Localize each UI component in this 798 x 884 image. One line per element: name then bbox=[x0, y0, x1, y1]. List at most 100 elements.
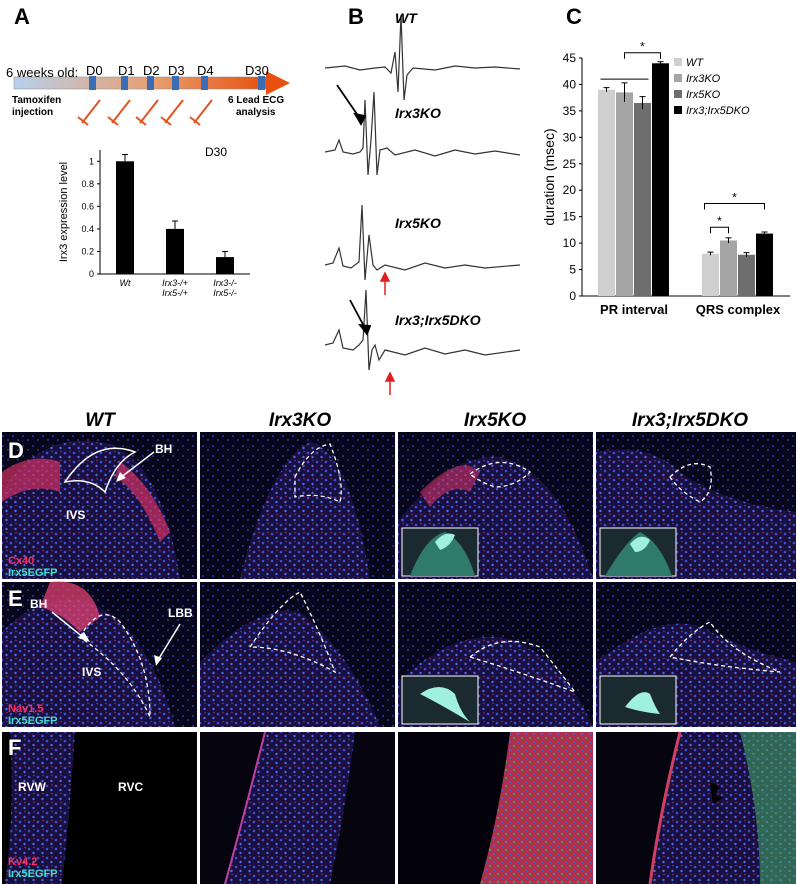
stain-label-irx5egfp-e: Irx5EGFP bbox=[8, 715, 58, 727]
bar bbox=[756, 233, 773, 296]
ecg-duration-chart: 0 5 10 15 20 25 30 35 40 45 duration (msec) PR inte… bbox=[541, 40, 790, 317]
category-label: Irx5-/+ bbox=[162, 288, 188, 298]
stain-label-cx40: Cx40 bbox=[8, 555, 35, 567]
white-arrow-icon bbox=[116, 451, 155, 482]
significance-bracket bbox=[624, 52, 661, 59]
day-marker bbox=[121, 76, 128, 90]
y-tick-label: 45 bbox=[563, 51, 577, 65]
bar bbox=[720, 240, 737, 296]
annotation-bh-e: BH bbox=[30, 597, 48, 611]
y-tick-label: 0 bbox=[569, 289, 576, 303]
category-label: Wt bbox=[120, 278, 131, 288]
stain-label-irx5egfp-f: Irx5EGFP bbox=[8, 868, 58, 880]
micrograph-grid bbox=[2, 432, 796, 884]
bar bbox=[616, 92, 633, 296]
black-arrow-icon-head bbox=[353, 112, 367, 126]
panel-label-c: C bbox=[566, 4, 582, 29]
y-tick-label: 0.4 bbox=[81, 224, 94, 234]
ecg-trace-irx5ko bbox=[325, 204, 521, 281]
irx3-expression-chart: 0 0.2 0.4 0.6 0.8 1 Irx3 expression level D30 Wt… bbox=[58, 145, 250, 298]
syringe-icons bbox=[77, 99, 213, 126]
y-tick-label: 0 bbox=[89, 269, 94, 279]
y-tick-label: 1 bbox=[89, 156, 94, 166]
injection-label-line1: Tamoxifen bbox=[12, 95, 62, 106]
significance-star: * bbox=[717, 214, 722, 228]
panel-label-a: A bbox=[14, 4, 30, 29]
syringe-icon bbox=[107, 99, 131, 126]
bar bbox=[216, 257, 234, 274]
annotation-bh-d: BH bbox=[155, 442, 173, 456]
day-label-d0: D0 bbox=[86, 63, 103, 78]
y-tick-label: 0.8 bbox=[81, 179, 94, 189]
category-label: Irx5-/- bbox=[213, 288, 237, 298]
legend-swatch bbox=[674, 90, 682, 98]
day-marker bbox=[201, 76, 208, 90]
column-title-irx5ko: Irx5KO bbox=[463, 410, 527, 431]
legend-label: Irx3;Irx5DKO bbox=[686, 105, 750, 117]
y-axis-label: duration (msec) bbox=[541, 128, 557, 225]
significance-star: * bbox=[732, 190, 737, 204]
category-label: Irx3-/+ bbox=[162, 278, 188, 288]
syringe-icon bbox=[189, 99, 213, 126]
black-arrow-icons bbox=[336, 84, 372, 336]
legend-swatch bbox=[674, 58, 682, 66]
day-label-d4: D4 bbox=[197, 63, 214, 78]
y-tick-label: 40 bbox=[563, 77, 577, 91]
day-label-d3: D3 bbox=[168, 63, 185, 78]
day-marker bbox=[258, 76, 265, 90]
ecg-trace-dko bbox=[325, 289, 521, 371]
bar bbox=[652, 63, 669, 297]
ecg-label-dko: Irx3;Irx5DKO bbox=[395, 312, 481, 328]
row-f-panels bbox=[2, 731, 796, 884]
ecg-traces bbox=[325, 14, 521, 395]
row-label-f: F bbox=[8, 735, 22, 760]
syringe-icon bbox=[77, 99, 101, 126]
y-tick-label: 30 bbox=[563, 130, 577, 144]
bar bbox=[738, 254, 755, 296]
legend-label: WT bbox=[686, 57, 704, 69]
timeline-start-label: 6 weeks old: bbox=[6, 65, 79, 80]
row-label-d: D bbox=[8, 438, 24, 463]
row-label-e: E bbox=[8, 586, 23, 611]
chart-title: D30 bbox=[205, 145, 227, 159]
annotation-rvw: RVW bbox=[18, 780, 46, 794]
legend-swatch bbox=[674, 106, 682, 114]
ecg-label-irx5ko: Irx5KO bbox=[395, 215, 441, 231]
day-label-d30: D30 bbox=[245, 63, 269, 78]
stain-label-irx5egfp-d: Irx5EGFP bbox=[8, 567, 58, 579]
significance-bracket bbox=[710, 226, 729, 234]
bar bbox=[166, 228, 184, 274]
bar bbox=[116, 161, 134, 274]
category-label: Irx3-/- bbox=[213, 278, 237, 288]
injection-label-line2: injection bbox=[12, 107, 54, 118]
analysis-label-line1: 6 Lead ECG bbox=[228, 95, 285, 106]
row-e-panels bbox=[2, 581, 796, 727]
day-marker bbox=[147, 76, 154, 90]
analysis-label-line2: analysis bbox=[236, 107, 276, 118]
significance-star: * bbox=[640, 40, 645, 54]
white-arrow-icon bbox=[51, 611, 90, 642]
day-marker bbox=[89, 76, 96, 90]
panel-label-b: B bbox=[348, 4, 364, 29]
timeline-arrowhead bbox=[266, 71, 290, 95]
y-tick-label: 0.2 bbox=[81, 246, 94, 256]
ecg-trace-irx3ko bbox=[325, 91, 521, 176]
day-label-d2: D2 bbox=[143, 63, 160, 78]
day-marker bbox=[172, 76, 179, 90]
y-tick-label: 10 bbox=[563, 236, 577, 250]
legend-swatch bbox=[674, 74, 682, 82]
red-arrow-icons bbox=[379, 271, 396, 395]
annotation-ivs-d: IVS bbox=[66, 508, 86, 522]
legend-label: Irx5KO bbox=[686, 89, 721, 101]
significance-bracket bbox=[704, 202, 765, 210]
y-tick-label: 25 bbox=[563, 157, 577, 171]
y-tick-label: 0.6 bbox=[81, 201, 94, 211]
stain-label-kv42: Kv4.2 bbox=[8, 856, 38, 868]
annotation-rvc: RVC bbox=[118, 780, 144, 794]
bar bbox=[598, 89, 615, 296]
day-markers bbox=[89, 76, 265, 90]
white-arrow-icon bbox=[154, 623, 181, 666]
y-tick-label: 15 bbox=[563, 210, 577, 224]
y-tick-label: 35 bbox=[563, 104, 577, 118]
day-label-d1: D1 bbox=[118, 63, 135, 78]
